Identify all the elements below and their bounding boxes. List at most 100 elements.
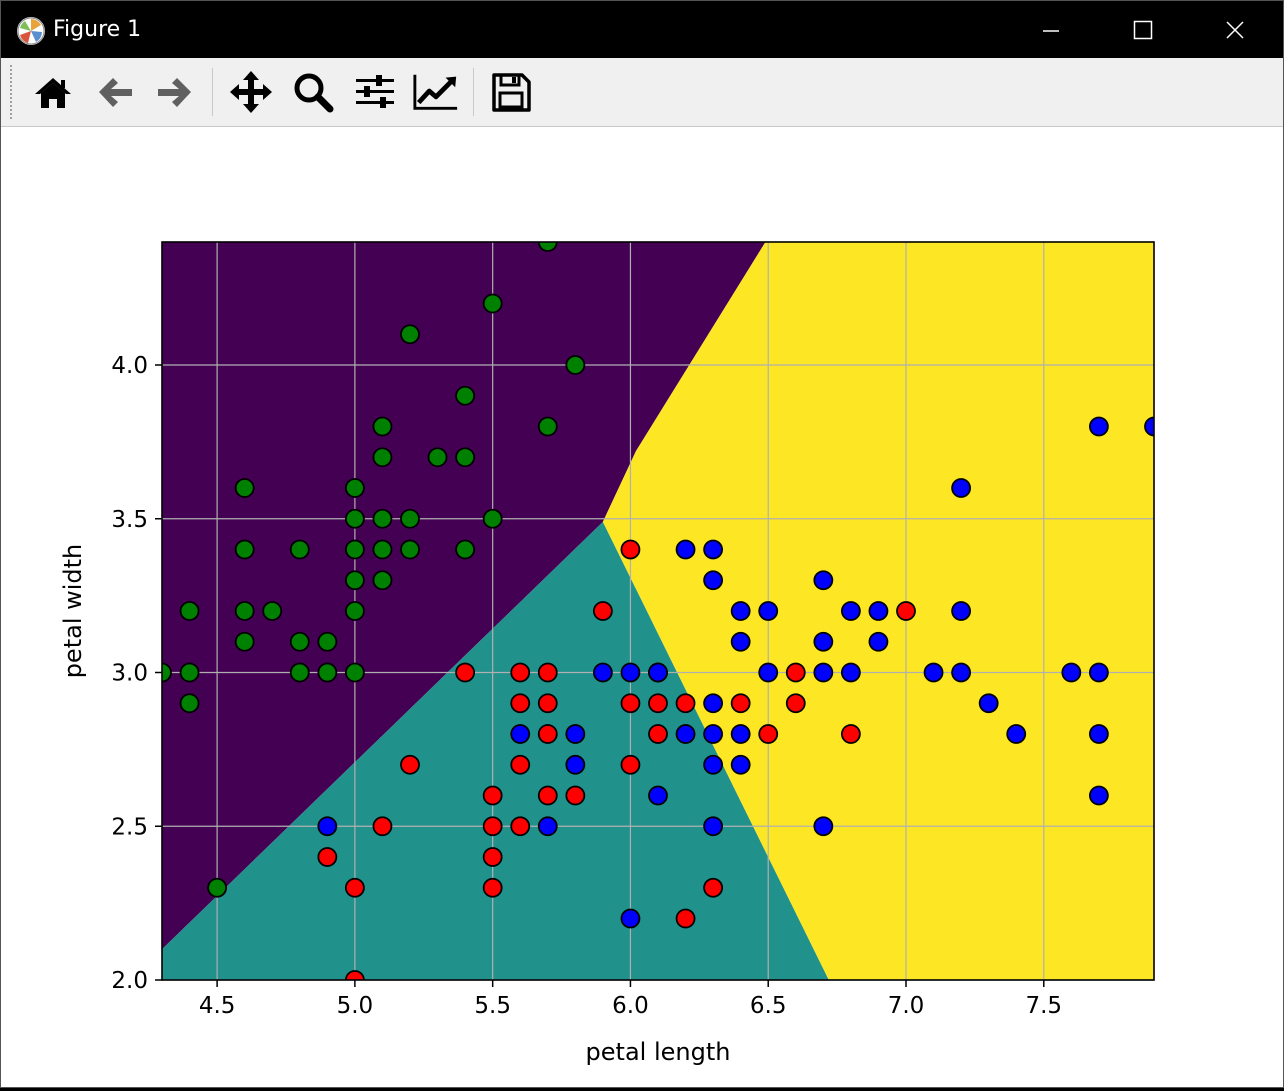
- data-point: [537, 242, 558, 252]
- close-icon: [1226, 20, 1244, 39]
- data-point: [923, 662, 944, 683]
- data-point: [1144, 416, 1154, 437]
- data-point: [840, 662, 861, 683]
- data-point: [482, 847, 503, 867]
- data-point: [234, 478, 255, 498]
- data-point: [317, 662, 338, 683]
- x-tick-label: 4.5: [199, 993, 236, 1019]
- data-point: [868, 601, 889, 621]
- data-point: [1088, 662, 1109, 683]
- data-point: [537, 724, 558, 744]
- data-point: [703, 539, 724, 560]
- data-point: [537, 662, 558, 683]
- data-point: [372, 508, 393, 529]
- data-point: [703, 877, 724, 898]
- data-point: [344, 877, 365, 898]
- x-tick-label: 7.0: [888, 993, 925, 1019]
- scatter-plot[interactable]: 4.5 5.0 5.5 6.0 6.5 7.0 7.5 2.0 2.5 3.0 3.5 4.0 peta…: [1, 127, 1283, 1087]
- data-point: [730, 724, 751, 744]
- data-point: [978, 693, 999, 714]
- data-point: [400, 508, 420, 529]
- data-point: [179, 662, 200, 683]
- navigation-toolbar: [1, 58, 1283, 127]
- maximize-icon: [1133, 20, 1153, 39]
- forward-arrow-icon: [158, 78, 191, 107]
- data-point: [510, 693, 531, 714]
- data-point: [675, 724, 696, 744]
- data-point: [344, 601, 365, 621]
- data-point: [840, 601, 861, 621]
- data-point: [785, 693, 806, 714]
- move-icon: [230, 71, 272, 113]
- line-chart-icon: [413, 74, 458, 110]
- title-bar[interactable]: Figure 1: [1, 1, 1283, 58]
- data-point: [1061, 662, 1082, 683]
- data-point: [813, 570, 834, 591]
- pan-button[interactable]: [227, 68, 275, 116]
- data-point: [868, 631, 889, 652]
- data-point: [162, 662, 172, 683]
- figure-canvas[interactable]: 4.5 5.0 5.5 6.0 6.5 7.0 7.5 2.0 2.5 3.0 3.5 4.0 peta…: [1, 127, 1283, 1087]
- data-point: [372, 539, 393, 560]
- data-point: [730, 754, 751, 775]
- data-point: [620, 908, 641, 929]
- magnifier-icon: [294, 73, 334, 113]
- x-axis-label: petal length: [586, 1038, 731, 1066]
- data-point: [813, 662, 834, 683]
- close-button[interactable]: [1189, 1, 1281, 58]
- data-point: [565, 754, 586, 775]
- data-point: [565, 785, 586, 806]
- data-point: [620, 539, 641, 560]
- data-points: [162, 242, 1154, 980]
- data-point: [344, 508, 365, 529]
- data-point: [262, 601, 283, 621]
- data-point: [400, 324, 420, 345]
- data-point: [620, 693, 641, 714]
- data-point: [344, 539, 365, 560]
- data-point: [537, 816, 558, 837]
- data-point: [703, 754, 724, 775]
- data-point: [1006, 724, 1027, 744]
- data-point: [455, 385, 476, 406]
- subplots-button[interactable]: [351, 68, 399, 116]
- home-button[interactable]: [29, 68, 77, 116]
- x-tick-label: 7.5: [1025, 993, 1062, 1019]
- data-point: [675, 539, 696, 560]
- maximize-button[interactable]: [1097, 1, 1189, 58]
- customize-button[interactable]: [412, 68, 460, 116]
- data-point: [730, 693, 751, 714]
- data-point: [896, 601, 916, 621]
- data-point: [813, 631, 834, 652]
- data-point: [510, 662, 531, 683]
- minimize-button[interactable]: [1005, 1, 1097, 58]
- data-point: [758, 662, 779, 683]
- data-point: [565, 355, 586, 375]
- data-point: [620, 754, 641, 775]
- minimize-icon: [1043, 29, 1059, 32]
- data-point: [510, 754, 531, 775]
- data-point: [317, 816, 338, 837]
- data-point: [648, 693, 668, 714]
- data-point: [813, 816, 834, 837]
- data-point: [703, 816, 724, 837]
- data-point: [648, 662, 668, 683]
- toolbar-grip[interactable]: [9, 64, 13, 120]
- zoom-button[interactable]: [289, 68, 337, 116]
- y-tick-label: 2.0: [111, 968, 148, 994]
- data-point: [730, 601, 751, 621]
- data-point: [344, 970, 365, 980]
- data-point: [951, 601, 972, 621]
- data-point: [675, 908, 696, 929]
- toolbar-separator: [473, 68, 474, 116]
- data-point: [840, 724, 861, 744]
- data-point: [372, 570, 393, 591]
- forward-button[interactable]: [151, 68, 199, 116]
- back-button[interactable]: [91, 68, 139, 116]
- save-button[interactable]: [487, 68, 535, 116]
- data-point: [537, 693, 558, 714]
- data-point: [179, 601, 200, 621]
- data-point: [703, 693, 724, 714]
- data-point: [372, 816, 393, 837]
- data-point: [592, 662, 613, 683]
